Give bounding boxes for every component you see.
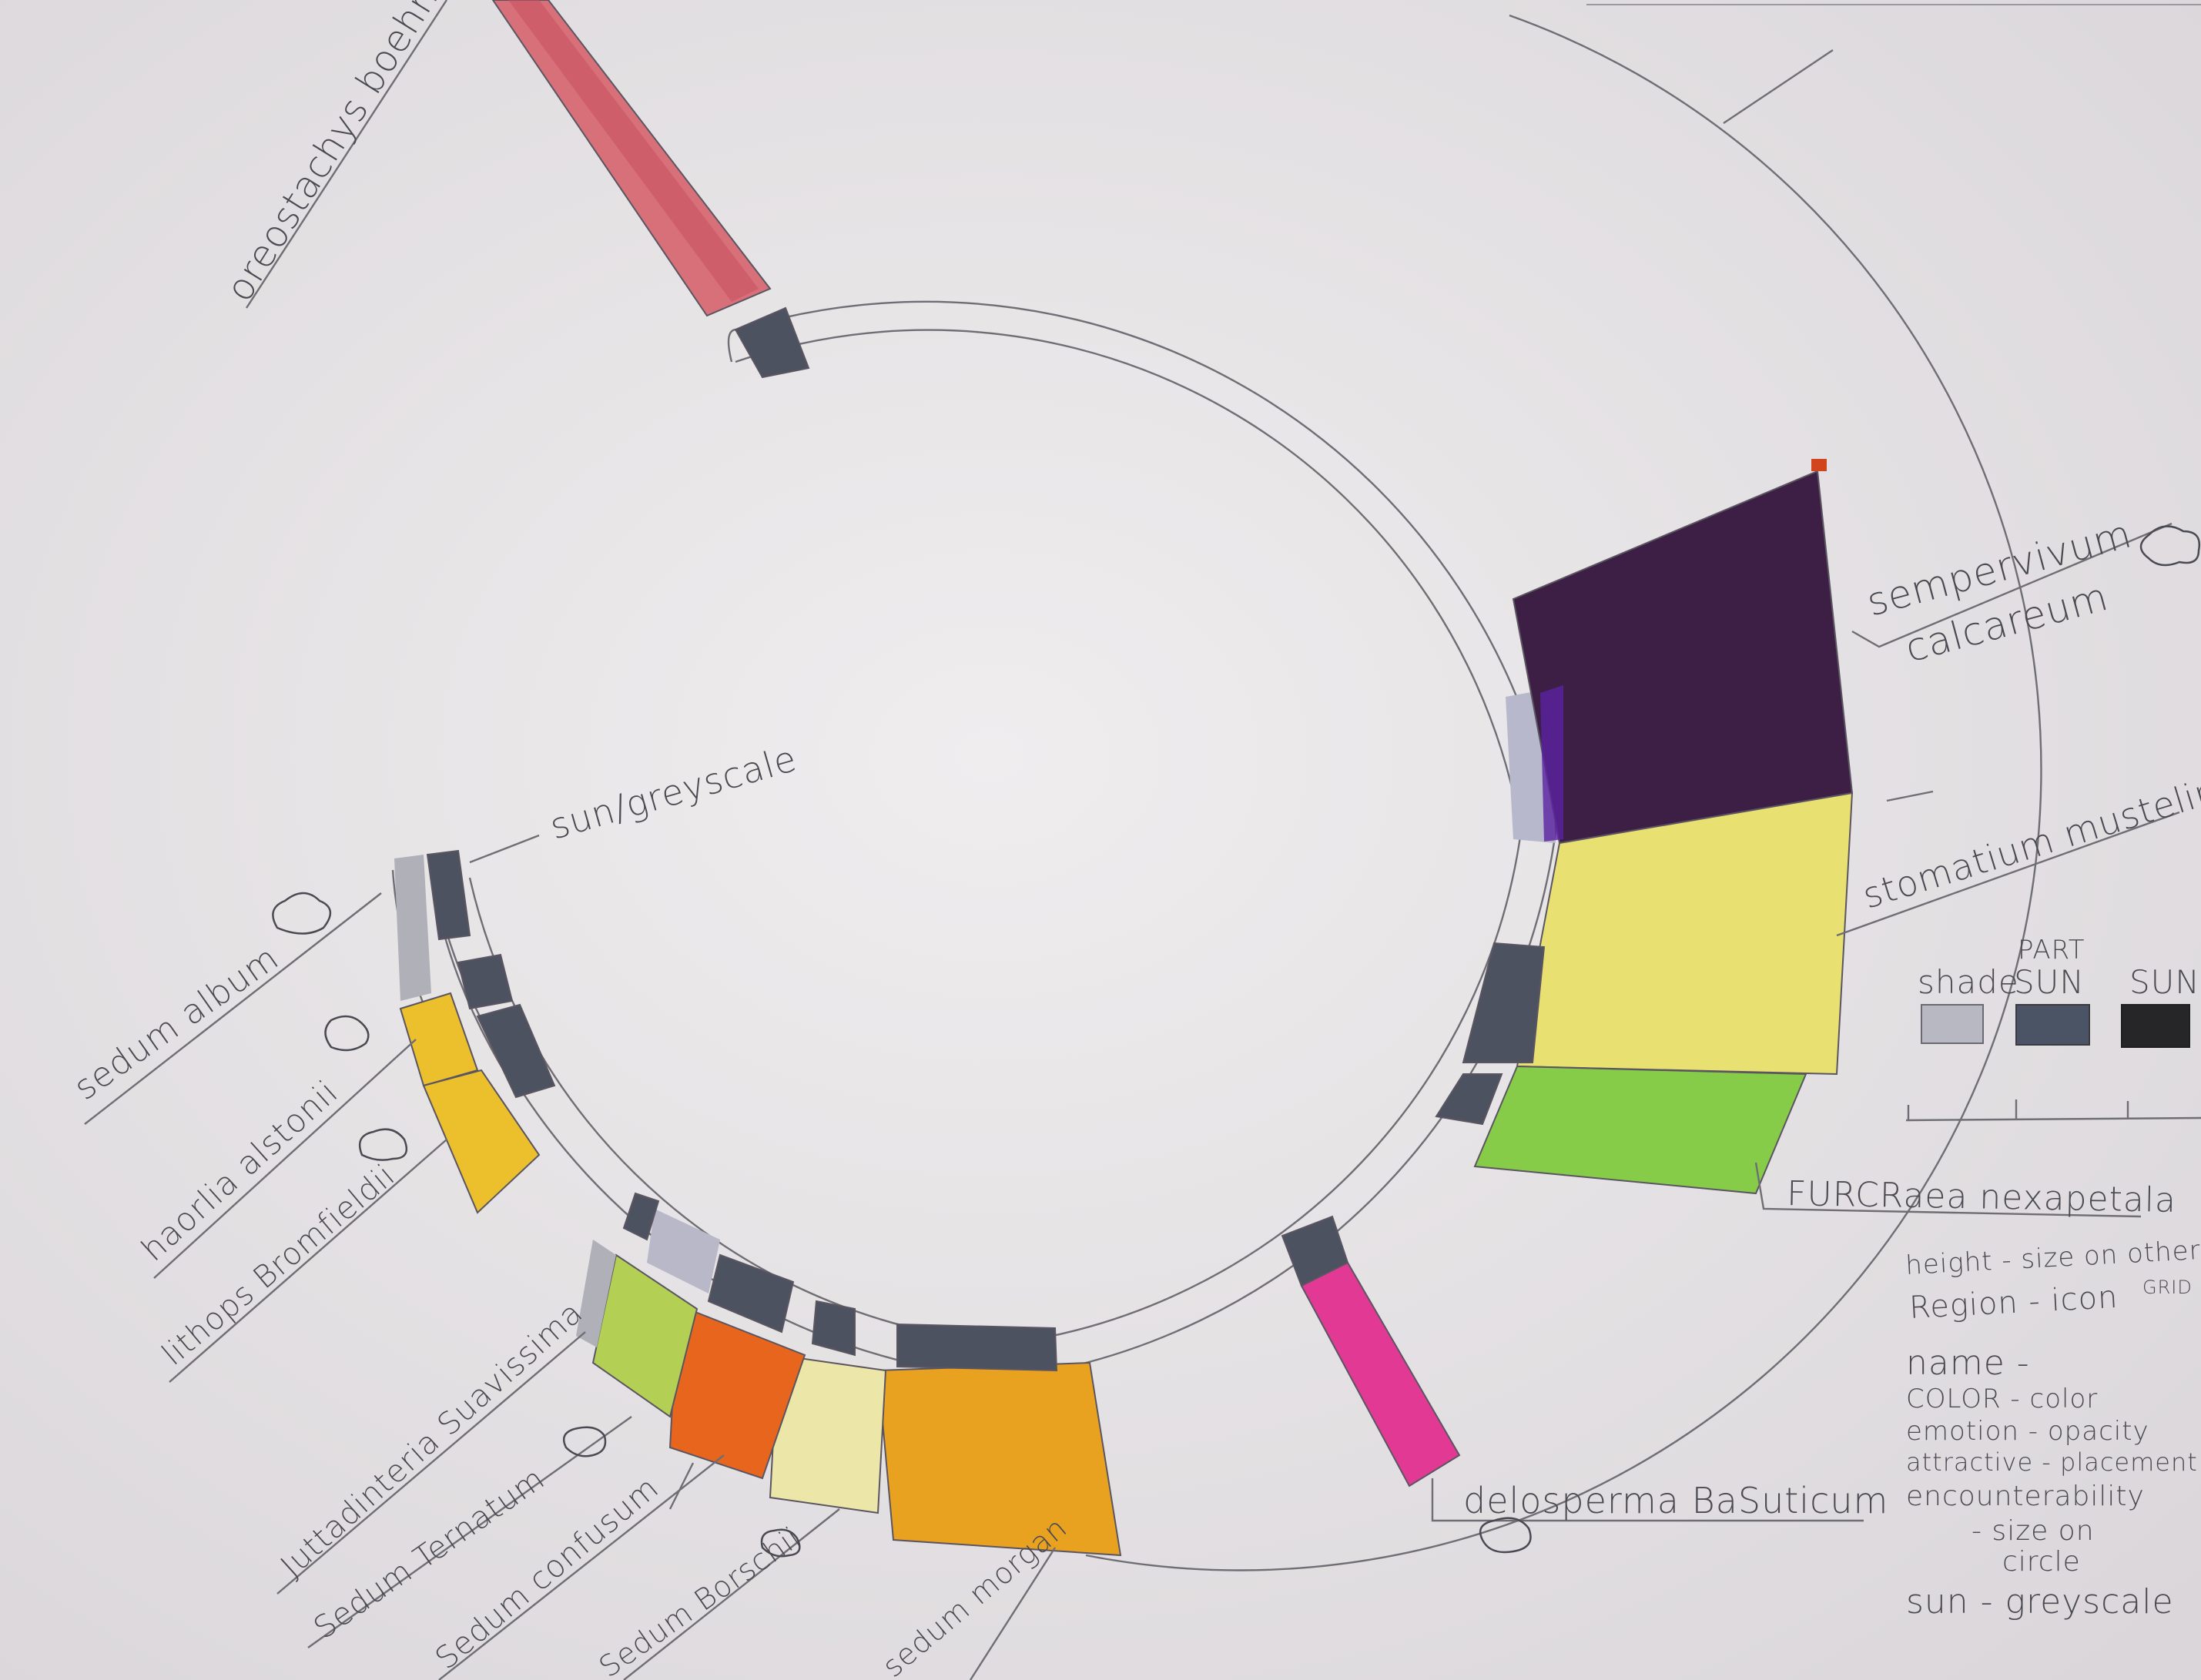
legend-shade-label: shade [1918, 963, 2019, 1001]
legend-part-sun-label-2: SUN [2014, 963, 2085, 1001]
top-arc-cap [727, 328, 736, 363]
leader-sedum-morgan [969, 1547, 1057, 1680]
note-4: COLOR - color [1906, 1384, 2098, 1414]
leader-juttadinteria [276, 1331, 586, 1595]
bottom-sun-swatch-4 [622, 1192, 660, 1241]
note-3: name - [1906, 1344, 2030, 1383]
note-6: attractive - placement [1906, 1447, 2198, 1477]
oreostachys-band [491, 0, 810, 379]
pink-band-shadow [508, 0, 759, 302]
top-sun-swatch [734, 306, 810, 379]
furcraea-block [1473, 1065, 1807, 1195]
region-icons [272, 525, 2201, 1558]
bottom-sun-swatch-1 [896, 1323, 1058, 1372]
note-5: emotion - opacity [1906, 1416, 2149, 1447]
note-10: sun - greyscale [1906, 1582, 2174, 1621]
right-tick [1886, 790, 1934, 802]
region-icon-haworthia [324, 1015, 370, 1052]
leader-lithops [169, 1139, 447, 1383]
furcraea-sun-swatch [1435, 1073, 1503, 1126]
note-8: - size on [1972, 1515, 2095, 1547]
sedum-morgan-block [876, 1361, 1122, 1557]
haworthia-block [399, 992, 479, 1087]
leader-extra [668, 1462, 695, 1510]
stomatium-sun-swatch [1462, 942, 1546, 1063]
leader-delosperma [1431, 1478, 1864, 1522]
bottom-blocks [576, 1192, 1122, 1557]
legend: shade PART SUN SUN [1905, 935, 2201, 1122]
region-icon-sedum-burrito [760, 1528, 801, 1558]
lithops-block [422, 1069, 541, 1214]
leader-sedum-confusum [438, 1454, 725, 1680]
legend-shade-swatch [1921, 1004, 1984, 1044]
legend-scale-line [1905, 1116, 2201, 1122]
leader-stomatium [1836, 811, 2180, 937]
leader-sun-greyscale [469, 834, 540, 864]
right-blocks [1435, 459, 1854, 1195]
legend-part-sun-swatch [2015, 1004, 2090, 1046]
leader-oreostachys [245, 0, 448, 309]
leader-lines [84, 0, 2180, 1680]
region-icon-sedum-album [272, 892, 331, 935]
left-blocks [394, 849, 556, 1214]
legend-part-sun-label-1: PART [2018, 935, 2085, 965]
note-9: circle [2002, 1546, 2081, 1578]
region-icon-sempervivum [2139, 525, 2201, 567]
label-furcraea: FURCRaea nexapetala [1787, 1174, 2177, 1220]
leader-sedum-burrito [623, 1508, 840, 1680]
note-1-sub: GRID [2142, 1277, 2193, 1298]
delosperma-band [1281, 1215, 1461, 1488]
bottom-sun-swatch-2 [811, 1300, 856, 1357]
inner-ring-guide-2 [468, 329, 1523, 1345]
sedum-album-shade [394, 855, 431, 1001]
notes: height - size on other GRID Region - ico… [1905, 1235, 2201, 1621]
left-sun-swatch-3 [476, 1003, 556, 1099]
leader-haworthia [153, 1039, 417, 1279]
top-right-tick [1723, 49, 1834, 124]
region-icon-lithops [358, 1128, 408, 1161]
left-sun-swatch-1 [426, 849, 471, 941]
juttadinteria-shade-swatch [576, 1240, 616, 1347]
magenta-band [1300, 1261, 1461, 1488]
leader-furcraea [1754, 1162, 2142, 1218]
note-7: encounterability [1906, 1481, 2145, 1512]
legend-sun-label: SUN [2129, 963, 2200, 1001]
legend-sun-swatch [2121, 1004, 2190, 1048]
leader-sedum-album [84, 892, 382, 1125]
outer-ring-guide [1085, 14, 2042, 1571]
bottom-sun-swatch-3 [707, 1253, 795, 1334]
leader-sempervivum [1851, 522, 2173, 648]
region-icon-delosperma [1479, 1517, 1532, 1554]
left-sun-swatch-2 [457, 953, 514, 1010]
label-delosperma: delosperma BaSuticum [1463, 1480, 1888, 1521]
region-icon-sedum-ternatum [562, 1426, 607, 1457]
bottom-shade-swatch [647, 1209, 720, 1293]
purple-edge [1540, 685, 1563, 842]
red-tick [1811, 459, 1827, 471]
